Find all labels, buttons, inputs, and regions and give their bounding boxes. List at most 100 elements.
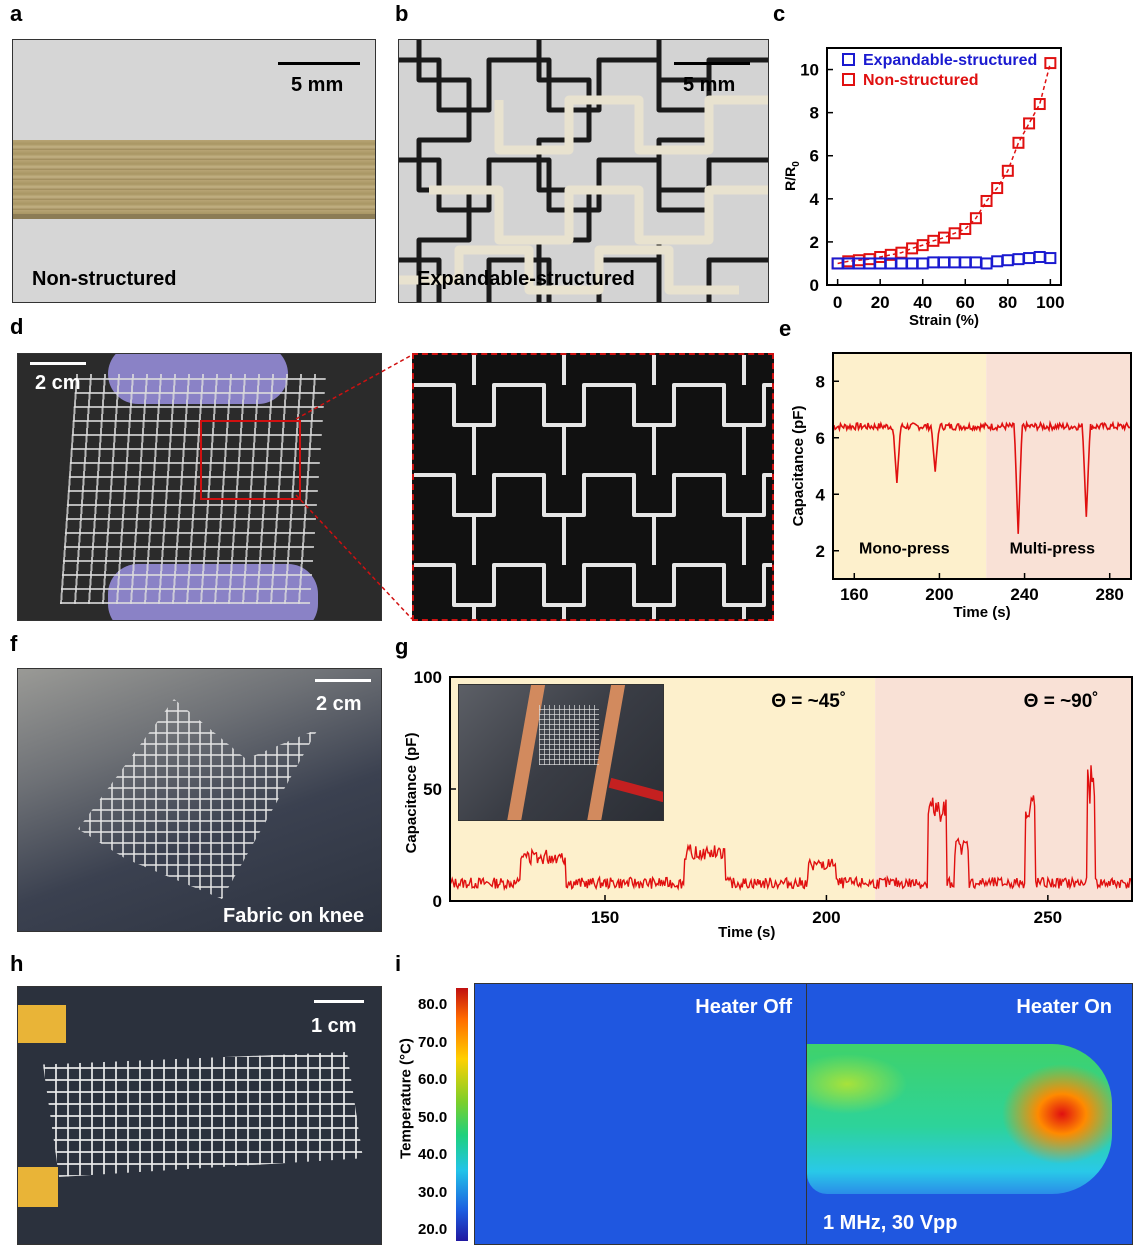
panel-letter-a: a — [10, 1, 23, 26]
point-non-structured — [906, 242, 919, 255]
y-tick-label: 0 — [810, 276, 819, 295]
point-non-structured — [1012, 136, 1025, 149]
y-tick-label: 6 — [810, 147, 819, 166]
panel-letter-d: d — [10, 314, 24, 339]
point-expandable-structured — [1012, 253, 1025, 266]
colorbar-tick-label: 50.0 — [418, 1108, 448, 1126]
photo-heater-mesh: 1 cm — [17, 986, 382, 1245]
zoom-pattern — [414, 355, 772, 619]
colorbar-label: Temperature (°C) — [397, 1038, 415, 1159]
thermal-condition: 1 MHz, 30 Vpp — [823, 1212, 958, 1234]
point-non-structured — [980, 194, 993, 207]
photo-mesh-zoom — [412, 353, 774, 621]
angle-label-45: Θ = ~45˚ — [771, 691, 846, 712]
legend-marker — [842, 73, 855, 86]
photo-inset-knee-sensor — [458, 684, 664, 821]
x-axis-label: Strain (%) — [909, 312, 979, 329]
point-expandable-structured — [991, 255, 1004, 268]
panel-letter-i: i — [395, 951, 402, 976]
region-label-multi-press: Multi-press — [1010, 541, 1095, 558]
point-expandable-structured — [927, 256, 940, 269]
mesh-on-fabric — [78, 699, 318, 899]
panel-letter-f: f — [10, 631, 18, 656]
red-wire — [608, 777, 663, 803]
photo-caption: Fabric on knee — [223, 905, 365, 927]
scale-bar — [314, 1000, 364, 1003]
scale-label: 2 cm — [35, 372, 81, 394]
point-non-structured — [991, 182, 1004, 195]
fiber-edge — [13, 214, 375, 219]
region-multi-press — [986, 353, 1131, 579]
scale-bar — [315, 679, 371, 682]
photo-caption: Non-structured — [32, 268, 177, 290]
y-axis-label: Capacitance (pF) — [790, 406, 807, 527]
legend-label: Expandable-structured — [863, 52, 1037, 69]
scale-label: 5 mm — [291, 74, 344, 96]
region-mono-press — [833, 353, 987, 579]
heater-mesh — [43, 1052, 363, 1177]
x-tick-label: 200 — [812, 908, 840, 927]
y-tick-label: 4 — [816, 485, 826, 504]
point-expandable-structured — [938, 256, 950, 269]
x-tick-label: 250 — [1034, 908, 1062, 927]
zoom-connector-lines — [295, 354, 413, 620]
point-non-structured — [959, 222, 972, 235]
fiber-band — [13, 140, 375, 218]
x-axis-label: Time (s) — [718, 924, 775, 941]
point-expandable-structured — [874, 257, 887, 270]
zoom-box — [200, 420, 301, 500]
point-expandable-structured — [959, 256, 972, 269]
point-non-structured — [1044, 57, 1057, 70]
x-tick-label: 60 — [956, 293, 975, 312]
y-tick-label: 8 — [816, 372, 825, 391]
x-tick-label: 160 — [840, 585, 868, 604]
photo-caption: Expandable-structured — [417, 268, 635, 290]
x-tick-label: 20 — [871, 293, 890, 312]
point-non-structured — [938, 231, 950, 244]
photo-expandable-structured-fiber: 5 mm Expandable-structured — [398, 39, 769, 303]
electrode-pad-bottom — [18, 1167, 58, 1207]
x-tick-label: 240 — [1010, 585, 1038, 604]
x-tick-label: 280 — [1096, 585, 1124, 604]
thermal-image-heater-off: Heater Off — [474, 983, 807, 1245]
scale-label: 5 mm — [683, 74, 736, 96]
y-tick-label: 10 — [800, 61, 819, 80]
y-axis-label: Capacitance (pF) — [403, 733, 420, 854]
point-expandable-structured — [895, 257, 908, 270]
x-tick-label: 0 — [833, 293, 842, 312]
point-expandable-structured — [1033, 250, 1046, 263]
y-tick-label: 8 — [810, 104, 819, 123]
region-label-mono-press: Mono-press — [859, 541, 950, 558]
colorbar-tick-label: 20.0 — [418, 1221, 448, 1238]
y-tick-label: 0 — [433, 892, 442, 911]
colorbar-tick-label: 80.0 — [418, 996, 448, 1013]
chart-resistance-vs-strain: 0 20 40 60 80 100 0 2 4 6 8 10 Strain (%) R/R0 Expanda… — [782, 47, 1065, 329]
hot-region — [807, 1044, 1112, 1194]
point-non-structured — [1001, 164, 1014, 177]
y-tick-label: 100 — [414, 668, 442, 687]
point-expandable-structured — [948, 256, 961, 269]
panel-letter-g: g — [395, 634, 409, 659]
scale-bar — [278, 62, 360, 65]
expandable-pattern — [399, 40, 768, 302]
point-expandable-structured — [1001, 254, 1014, 267]
thermal-title: Heater On — [1016, 996, 1112, 1018]
colorbar-tick-label: 30.0 — [418, 1183, 448, 1201]
y-tick-label: 2 — [810, 233, 819, 252]
panel-letter-b: b — [395, 1, 409, 26]
scale-label: 1 cm — [311, 1015, 357, 1037]
legend-marker — [842, 53, 855, 66]
mesh-patch — [539, 705, 599, 765]
point-non-structured — [1033, 98, 1046, 111]
plot-frame — [826, 47, 1062, 286]
y-tick-label: 6 — [816, 429, 825, 448]
point-expandable-structured — [1023, 252, 1036, 265]
y-tick-label: 2 — [816, 542, 825, 561]
x-axis-label: Time (s) — [953, 604, 1010, 621]
colorbar-tick-label: 40.0 — [418, 1146, 448, 1163]
capacitance-trace — [832, 420, 1132, 534]
y-axis-label-subscript: 0 — [791, 161, 802, 167]
scale-label: 2 cm — [316, 693, 362, 715]
point-non-structured — [1023, 117, 1036, 130]
x-tick-label: 200 — [925, 585, 953, 604]
